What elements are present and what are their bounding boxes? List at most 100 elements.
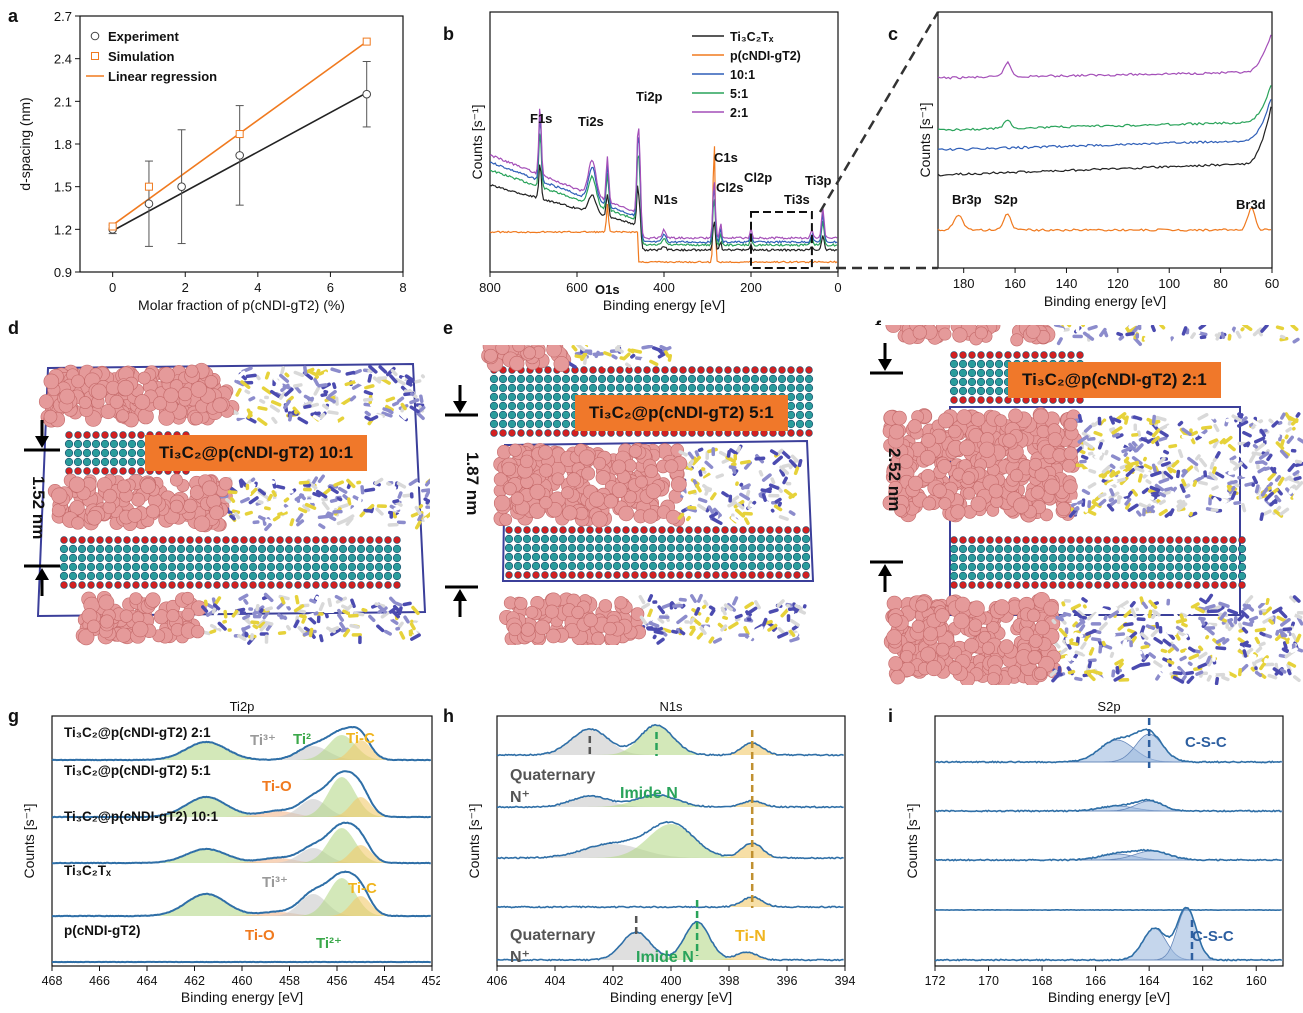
- polymer-backbone-bond: [1147, 670, 1154, 678]
- polymer-backbone-bond: [328, 389, 337, 398]
- lattice-atom: [1103, 581, 1111, 589]
- peak-annotation: Quaternary: [510, 767, 595, 784]
- x-tick-label: 400: [653, 280, 675, 295]
- lattice-atom: [624, 383, 634, 393]
- polymer-sidechain-atom: [912, 325, 927, 340]
- polymer-sidechain-atom: [888, 481, 903, 496]
- lattice-atom: [525, 392, 535, 402]
- polymer-backbone-bond: [1075, 481, 1082, 488]
- polymer-backbone-bond: [1072, 609, 1083, 619]
- lattice-atom: [1229, 581, 1237, 589]
- polymer-sidechain-atom: [947, 424, 962, 439]
- polymer-backbone-bond: [709, 608, 716, 616]
- peak-annotation: Ti-N: [735, 928, 766, 945]
- lattice-atom: [621, 534, 631, 544]
- lattice-atom: [597, 374, 607, 384]
- polymer-backbone-bond: [1104, 449, 1109, 456]
- lattice-atom: [639, 534, 649, 544]
- lattice-atom: [1066, 544, 1076, 554]
- lattice-atom: [577, 526, 585, 534]
- polymer-backbone-bond: [261, 386, 272, 395]
- polymer-backbone-bond: [295, 513, 304, 523]
- polymer-backbone-bond: [1244, 655, 1256, 662]
- polymer-sidechain-atom: [91, 383, 108, 400]
- polymer-backbone-bond: [732, 596, 739, 606]
- polymer-sidechain-atom: [578, 449, 595, 466]
- lattice-atom: [804, 374, 814, 384]
- lattice-atom: [958, 359, 968, 369]
- lattice-atom: [795, 410, 805, 420]
- lattice-atom: [603, 552, 613, 562]
- polymer-backbone-bond: [1265, 331, 1275, 337]
- polymer-backbone-bond: [704, 460, 714, 469]
- polymer-backbone-bond: [1246, 500, 1253, 507]
- lattice-atom: [756, 552, 766, 562]
- lattice-atom: [150, 581, 158, 589]
- lattice-atom: [606, 374, 616, 384]
- polymer-backbone-bond: [1166, 659, 1175, 665]
- lattice-atom: [1075, 544, 1085, 554]
- polymer-backbone-bond: [1163, 486, 1174, 492]
- lattice-atom: [1103, 536, 1111, 544]
- legend-entry: 5:1: [730, 87, 748, 101]
- peak-annotation: C-S-C: [1192, 928, 1234, 945]
- lattice-atom: [65, 467, 73, 475]
- xps-trace: [497, 794, 844, 809]
- polymer-backbone-bond: [1176, 499, 1183, 504]
- lattice-atom: [759, 383, 769, 393]
- lattice-atom: [685, 526, 693, 534]
- polymer-backbone-bond: [396, 481, 407, 489]
- x-axis-label: Binding energy [eV]: [610, 989, 732, 1005]
- polymer-backbone-bond: [381, 411, 393, 418]
- lattice-atom: [549, 543, 559, 553]
- polymer-backbone-bond: [1148, 599, 1158, 610]
- polymer-backbone-bond: [710, 492, 717, 501]
- polymer-backbone-bond: [1136, 430, 1142, 437]
- polymer-backbone-bond: [657, 605, 666, 615]
- lattice-atom: [802, 526, 810, 534]
- polymer-backbone-bond: [231, 609, 239, 618]
- lattice-atom: [1211, 581, 1219, 589]
- lattice-atom: [73, 448, 83, 458]
- polymer-backbone-bond: [271, 416, 278, 424]
- lattice-atom: [186, 536, 194, 544]
- lattice-atom: [176, 571, 186, 581]
- lattice-atom: [303, 581, 311, 589]
- polymer-sidechain-atom: [670, 476, 687, 493]
- lattice-atom: [1147, 562, 1157, 572]
- polymer-backbone-bond: [1158, 499, 1166, 506]
- polymer-backbone-bond: [1268, 618, 1275, 625]
- fit-component: [52, 878, 432, 916]
- lattice-atom: [1048, 571, 1058, 581]
- lattice-atom: [567, 543, 577, 553]
- polymer-backbone-bond: [342, 621, 353, 626]
- lattice-atom: [684, 534, 694, 544]
- lattice-atom: [693, 561, 703, 571]
- lattice-atom: [585, 552, 595, 562]
- lattice-atom: [105, 536, 113, 544]
- polymer-sidechain-atom: [938, 497, 952, 511]
- lattice-atom: [1130, 536, 1138, 544]
- x-tick-label: 140: [1056, 276, 1078, 291]
- lattice-atom: [702, 552, 712, 562]
- polymer-backbone-bond: [283, 503, 289, 509]
- polymer-backbone-bond: [389, 374, 398, 384]
- lattice-atom: [589, 366, 597, 374]
- trace-5-1: [937, 85, 1272, 132]
- lattice-atom: [504, 552, 514, 562]
- polymer-backbone-bond: [1204, 604, 1216, 610]
- polymer-backbone-bond: [1067, 638, 1074, 644]
- structure-d-image: [20, 340, 430, 650]
- polymer-backbone-bond: [1119, 607, 1127, 613]
- polymer-backbone-bond: [611, 354, 618, 360]
- lattice-atom: [715, 366, 723, 374]
- polymer-backbone-bond: [1205, 593, 1214, 603]
- polymer-backbone-bond: [1292, 595, 1301, 603]
- polymer-backbone-bond: [1289, 595, 1299, 605]
- polymer-backbone-bond: [574, 351, 583, 356]
- lattice-atom: [330, 536, 338, 544]
- polymer-backbone-bond: [319, 412, 326, 420]
- lattice-atom: [167, 544, 177, 554]
- polymer-backbone-bond: [1087, 658, 1097, 663]
- lattice-atom: [615, 374, 625, 384]
